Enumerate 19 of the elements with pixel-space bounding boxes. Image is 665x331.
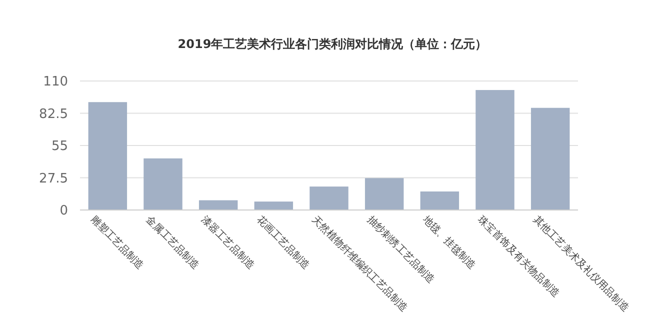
bar	[364, 178, 404, 210]
chart-title: 2019年工艺美术行业各门类利润对比情况（单位：亿元）	[178, 37, 488, 51]
x-tick-label: 花画工艺品制造	[254, 214, 312, 272]
y-tick-label: 82.5	[39, 106, 68, 122]
bar	[476, 90, 514, 210]
bar	[144, 158, 182, 210]
x-tick-label: 金属工艺品制造	[144, 214, 202, 272]
bar	[254, 202, 294, 210]
x-tick-label: 漆器工艺品制造	[198, 214, 257, 272]
bar	[88, 102, 128, 210]
bar	[530, 108, 570, 210]
bar	[420, 191, 460, 210]
bar	[198, 200, 238, 210]
bar	[310, 186, 348, 210]
y-tick-label: 55	[51, 139, 68, 154]
y-tick-label: 0	[60, 204, 68, 219]
x-tick-label: 雕塑工艺品制造	[88, 214, 146, 272]
y-tick-label: 110	[43, 74, 68, 90]
y-tick-label: 27.5	[39, 171, 68, 186]
